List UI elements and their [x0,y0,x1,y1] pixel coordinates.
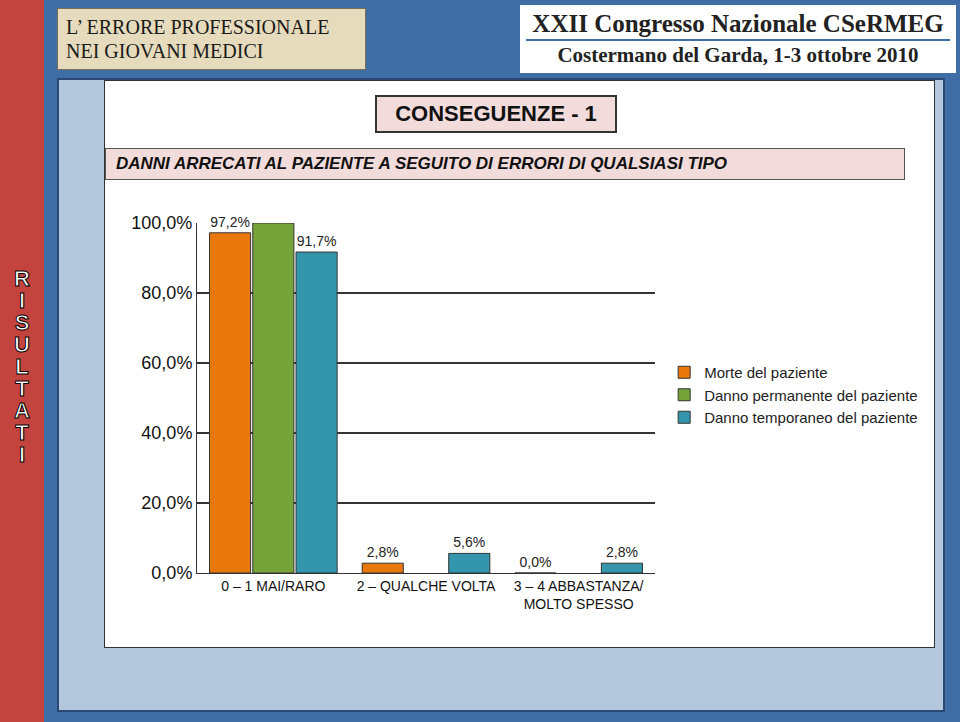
svg-text:40,0%: 40,0% [141,423,192,443]
html-text:Costermano del Garda, 1-3 otto: Costermano del Garda, 1-3 ottobre 2010 [557,43,919,67]
html-text:XXII Congresso Nazionale CSeRM: XXII Congresso Nazionale CSeRMEG [532,10,944,37]
svg-text:0,0%: 0,0% [151,563,192,583]
svg-text:80,0%: 80,0% [141,283,192,303]
svg-text:5,6%: 5,6% [453,534,485,550]
html-text:U: U [14,332,30,357]
svg-text:60,0%: 60,0% [141,353,192,373]
html-text:A: A [14,398,30,423]
html-text:R: R [14,266,30,291]
svg-text:Morte del paziente: Morte del paziente [704,364,827,381]
html-text:S: S [14,310,30,335]
html-text:NEI GIOVANI MEDICI: NEI GIOVANI MEDICI [66,40,264,62]
svg-text:0,0%: 0,0% [519,554,551,570]
svg-text:2 – QUALCHE VOLTA: 2 – QUALCHE VOLTA [357,578,496,594]
svg-text:0 – 1 MAI/RARO: 0 – 1 MAI/RARO [221,578,325,594]
html-text:T: T [15,420,29,445]
html-text:T: T [15,376,29,401]
svg-text:Danno permanente del paziente: Danno permanente del paziente [704,387,918,404]
html-text:L: L [15,354,29,379]
html-text:I: I [18,288,26,313]
svg-text:Danno temporaneo del paziente: Danno temporaneo del paziente [704,409,918,426]
svg-text:2,8%: 2,8% [367,544,399,560]
html-text:DANNI ARRECATI AL PAZIENTE A S: DANNI ARRECATI AL PAZIENTE A SEGUITO DI … [116,154,728,173]
html-text:L’ ERRORE PROFESSIONALE: L’ ERRORE PROFESSIONALE [66,16,330,38]
svg-text:3 – 4 ABBASTANZA/MOLTO SPESSO: 3 – 4 ABBASTANZA/MOLTO SPESSO [514,578,644,612]
svg-text:91,7%: 91,7% [297,233,337,249]
svg-text:97,2%: 97,2% [210,214,250,230]
svg-text:20,0%: 20,0% [141,493,192,513]
svg-text:2,8%: 2,8% [606,544,638,560]
html-text:I: I [18,442,26,467]
html-text:CONSEGUENZE - 1: CONSEGUENZE - 1 [395,101,597,126]
svg-text:100,0%: 100,0% [131,213,192,233]
